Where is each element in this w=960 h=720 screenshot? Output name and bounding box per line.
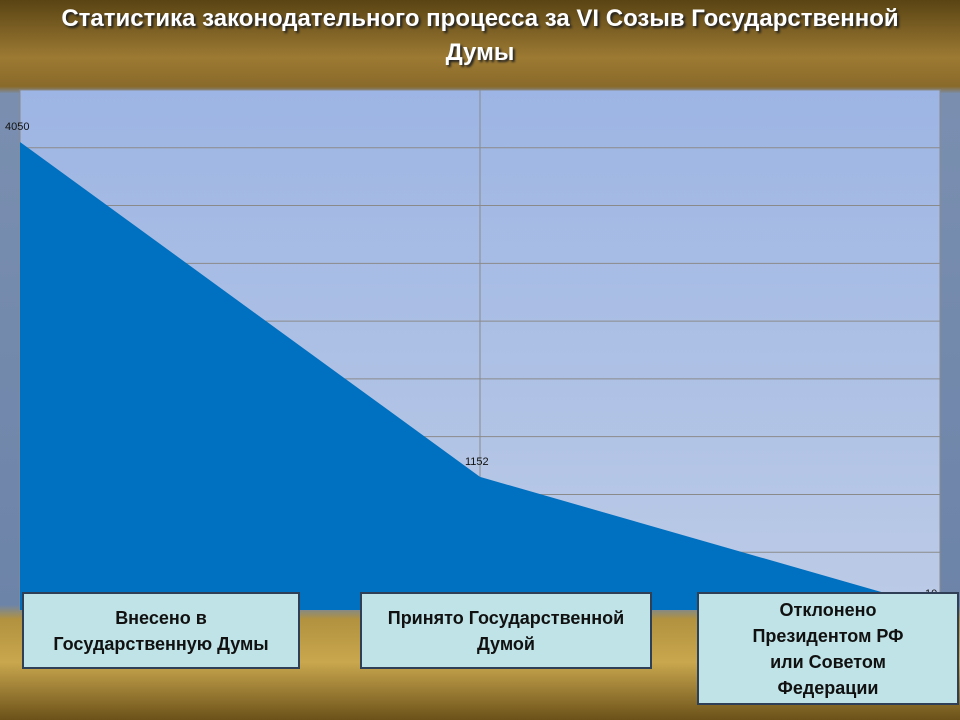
x-tick-label: Отклонено Президентом РФ или Советом Фед… — [752, 599, 904, 698]
x-tick-label: Внесено в Государственную Думы — [53, 607, 269, 654]
data-label: 4050 — [5, 121, 29, 133]
data-label: 1152 — [465, 456, 489, 468]
category-box: Принято Государственной Думой — [360, 592, 652, 669]
area — [20, 142, 940, 610]
chart-title: Статистика законодательного процесса за … — [61, 5, 899, 66]
category-box: Отклонено Президентом РФ или Советом Фед… — [697, 592, 959, 705]
category-box: Внесено в Государственную Думы — [22, 592, 300, 669]
x-tick-label: Принято Государственной Думой — [387, 607, 625, 654]
